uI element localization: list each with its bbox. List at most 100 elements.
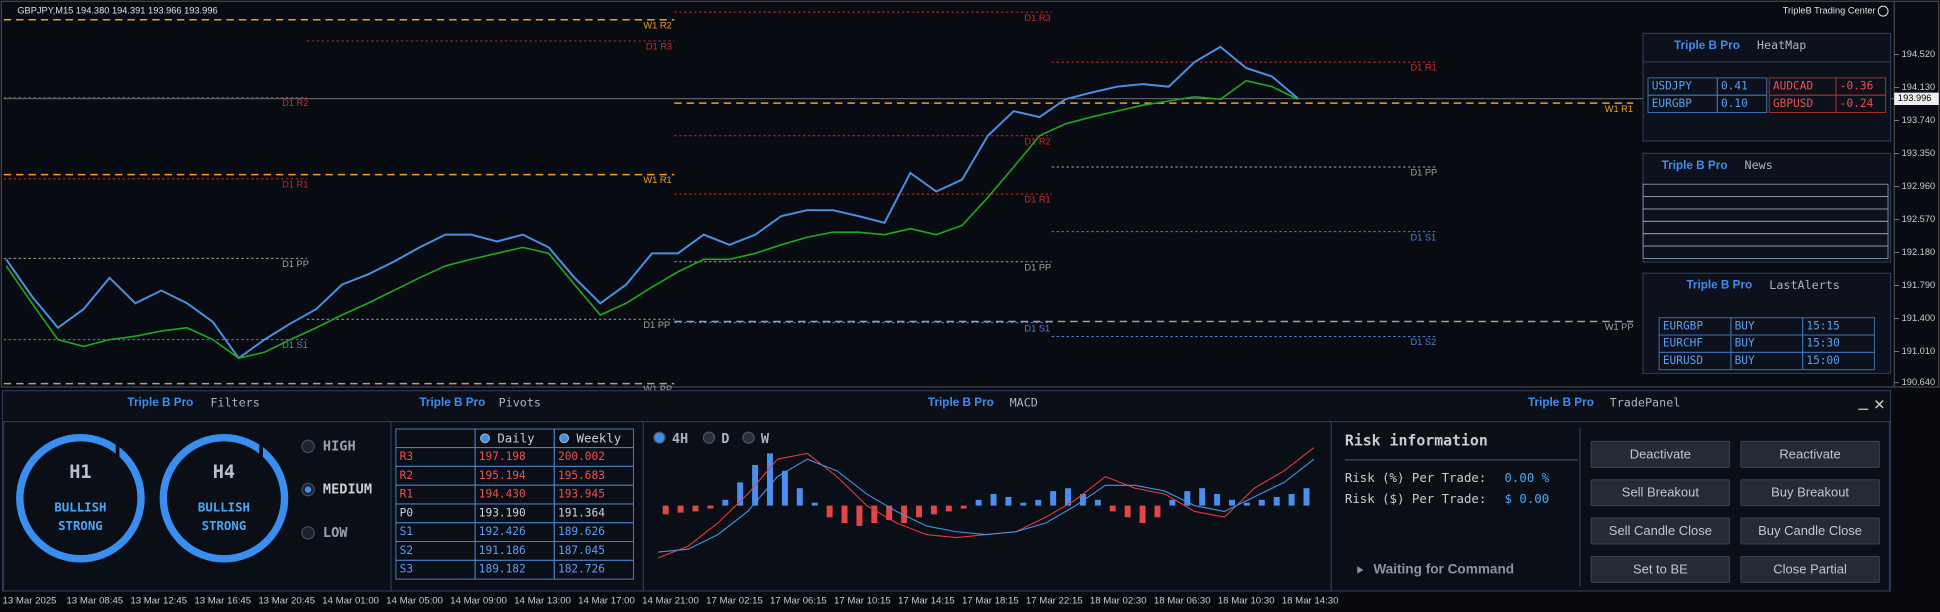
tab-radio[interactable] [653, 431, 666, 444]
action-button-label[interactable]: Close Partial [1773, 561, 1847, 576]
radio[interactable] [301, 439, 315, 454]
pivot-value: 189.626 [558, 525, 605, 538]
macd-bar [781, 470, 788, 506]
close-icon [1875, 400, 1884, 409]
pivot-value: 195.683 [558, 469, 605, 482]
pivot-value: 193.190 [479, 506, 526, 519]
alert-text: BUY [1735, 319, 1755, 332]
macd-bar [1065, 488, 1072, 506]
action-button[interactable] [1590, 555, 1731, 583]
macd-bar [1199, 488, 1206, 506]
pivot-level-label: D1 R1 [1410, 63, 1436, 73]
action-button[interactable] [1740, 479, 1880, 507]
pivot-value: S1 [400, 525, 413, 538]
risk-label: Risk (%) Per Trade: [1345, 471, 1486, 485]
pivot-value: 194.430 [479, 488, 526, 501]
column-radio[interactable] [559, 433, 570, 444]
alert-text: BUY [1735, 354, 1755, 367]
macd-bar [901, 505, 908, 524]
panel-title: TradePanel [1610, 396, 1681, 410]
macd-bar [930, 505, 937, 515]
pivot-level-label: W1 R1 [643, 175, 671, 185]
action-button-label[interactable]: Deactivate [1630, 446, 1691, 461]
x-tick-label: 13 Mar 20:45 [258, 595, 315, 606]
x-tick-label: 14 Mar 21:00 [642, 595, 699, 606]
action-button-label[interactable]: Set to BE [1633, 561, 1688, 576]
action-button[interactable] [1590, 440, 1731, 468]
action-button-label[interactable]: Reactivate [1779, 446, 1840, 461]
radio-label: MEDIUM [323, 482, 372, 498]
x-tick-label: 18 Mar 06:30 [1154, 595, 1211, 606]
heatmap-text: 0.10 [1721, 97, 1748, 110]
macd-bar [811, 502, 818, 506]
macd-tab: W [761, 431, 770, 447]
current-price-tag [1894, 92, 1939, 105]
pivot-level-label: D1 PP [643, 320, 670, 330]
pivot-value: 200.002 [558, 450, 605, 463]
news-row [1642, 245, 1889, 259]
macd-bar [1124, 505, 1131, 518]
pivot-value: R3 [400, 450, 413, 463]
pivot-level-label: D1 R1 [1024, 195, 1050, 205]
pivot-value: 195.194 [479, 469, 526, 482]
action-button-label[interactable]: Buy Candle Close [1758, 523, 1862, 538]
macd-bar [826, 505, 833, 518]
tab-radio[interactable] [742, 431, 755, 444]
alerts-panel [1642, 272, 1892, 374]
y-tick-label: 191.010 [1902, 346, 1936, 356]
action-button-label[interactable]: Sell Candle Close [1609, 523, 1712, 538]
pivot-value: R1 [400, 488, 413, 501]
macd-bar [886, 505, 893, 521]
heatmap-text: USDJPY [1652, 80, 1693, 93]
section-panel [3, 421, 392, 592]
macd-bar [916, 505, 923, 518]
pivot-level-label: D1 R3 [1024, 13, 1050, 23]
action-button[interactable] [1590, 517, 1731, 545]
y-tick-label: 192.180 [1902, 247, 1936, 257]
y-tick-label: 190.640 [1902, 377, 1936, 387]
heatmap-text: -0.36 [1840, 80, 1874, 93]
panel-brand: Triple B Pro [1674, 39, 1740, 52]
panel-title: HeatMap [1757, 38, 1806, 52]
gauge-ring [159, 433, 289, 563]
radio[interactable] [301, 526, 315, 540]
action-button[interactable] [1740, 555, 1880, 583]
y-tick-label: 192.570 [1902, 214, 1936, 224]
x-tick-label: 17 Mar 14:15 [898, 595, 955, 606]
moving-average [5, 79, 1299, 360]
pivot-value: S2 [400, 544, 413, 557]
alert-text: BUY [1735, 337, 1755, 350]
panel-brand: Triple B Pro [127, 396, 193, 409]
macd-bar [737, 482, 744, 506]
action-button[interactable] [1590, 479, 1731, 507]
macd-bar [975, 499, 982, 506]
pivot-level-label: D1 PP [1024, 262, 1051, 272]
radio-dot [304, 486, 312, 493]
pivot-level-label: D1 R1 [282, 179, 308, 189]
gauge-timeframe: H4 [213, 462, 235, 483]
heatmap-text: EURGBP [1652, 97, 1693, 110]
x-tick-label: 18 Mar 10:30 [1218, 595, 1275, 606]
alert-text: EURUSD [1663, 354, 1704, 367]
action-button-label[interactable]: Buy Breakout [1771, 485, 1849, 500]
action-button[interactable] [1740, 517, 1880, 545]
pivot-value: 187.045 [558, 544, 605, 557]
x-tick-label: 14 Mar 13:00 [514, 595, 571, 606]
chart-frame [0, 0, 1940, 388]
risk-title: Risk information [1345, 432, 1488, 449]
macd-bar [960, 505, 967, 509]
x-tick-label: 17 Mar 02:15 [706, 595, 763, 606]
tab-radio[interactable] [702, 431, 716, 444]
pivot-value: 182.726 [558, 563, 605, 576]
column-radio[interactable] [480, 433, 490, 444]
action-button[interactable] [1740, 440, 1880, 468]
x-tick-label: 18 Mar 02:30 [1090, 595, 1147, 606]
pivot-value: 191.186 [479, 544, 526, 557]
pivot-value: 197.198 [479, 450, 526, 463]
macd-bar [1050, 491, 1057, 506]
macd-bar [1169, 499, 1176, 506]
section-panel [390, 421, 644, 592]
heatmap-text: -0.24 [1840, 97, 1874, 110]
action-button-label[interactable]: Sell Breakout [1622, 485, 1700, 500]
